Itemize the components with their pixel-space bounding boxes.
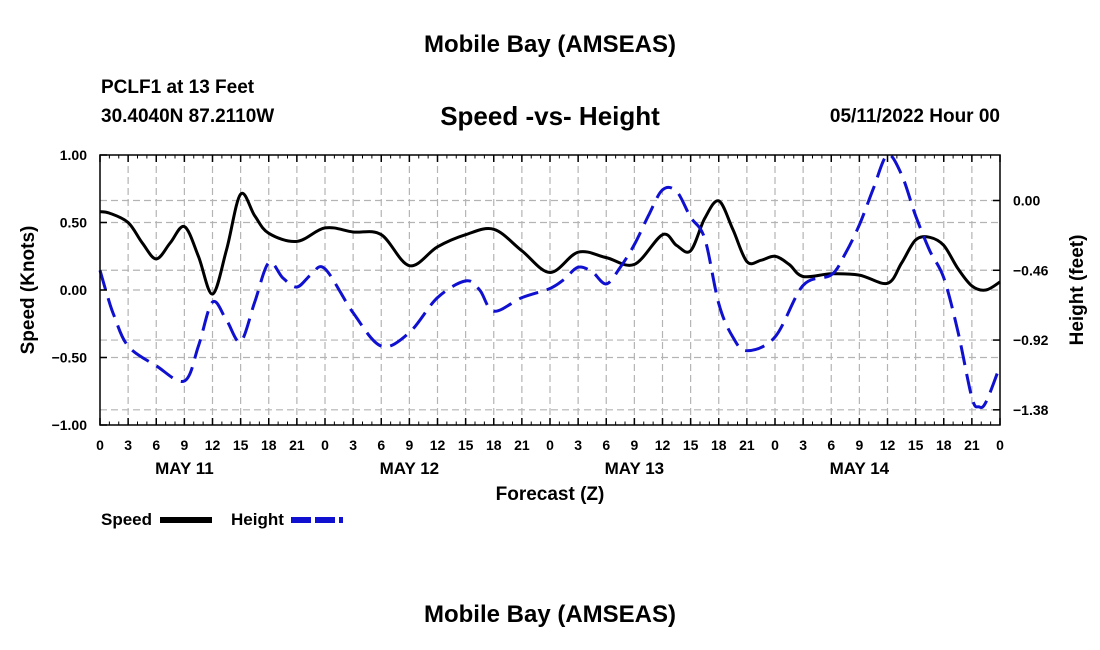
y-axis-title-right: Height (feet) [1067, 235, 1088, 346]
chart-series [98, 153, 1002, 409]
x-tick-label: 0 [771, 437, 779, 453]
x-tick-label: 12 [655, 437, 671, 453]
x-tick-label: 15 [908, 437, 924, 453]
x-tick-label: 6 [152, 437, 160, 453]
x-tick-label: 12 [205, 437, 221, 453]
y-tick-label-left: −1.00 [52, 417, 88, 433]
x-tick-label: 0 [996, 437, 1004, 453]
x-tick-label: 21 [289, 437, 305, 453]
station-coordinates: 30.4040N 87.2110W [101, 106, 275, 127]
chart-legend: Speed Height [101, 510, 343, 529]
y-tick-label-right: −1.38 [1013, 402, 1049, 418]
y-tick-label-left: 0.50 [60, 215, 87, 231]
x-tick-label: 0 [546, 437, 554, 453]
forecast-datetime: 05/11/2022 Hour 00 [829, 106, 1000, 127]
x-tick-label: 21 [739, 437, 755, 453]
x-tick-label: 3 [574, 437, 582, 453]
y-axis-title-left: Speed (Knots) [18, 226, 39, 355]
legend-label-height: Height [231, 510, 284, 529]
chart-labels: 0 3 6 9 12 15 18 21 0 3 6 9 12 15 18 21 0 3 6 9 12 15 18 21 0 3 6 9… [18, 147, 1088, 505]
y-tick-label-left: −0.50 [52, 350, 88, 366]
x-tick-label: 12 [880, 437, 896, 453]
x-tick-label: 9 [855, 437, 863, 453]
x-tick-label: 6 [377, 437, 385, 453]
x-axis-title: Forecast (Z) [496, 484, 605, 505]
footer-title: Mobile Bay (AMSEAS) [423, 601, 677, 628]
date-label: MAY 12 [380, 459, 440, 478]
x-tick-label: 9 [405, 437, 413, 453]
x-tick-label: 15 [233, 437, 249, 453]
x-tick-label: 18 [936, 437, 952, 453]
x-tick-label: 21 [964, 437, 980, 453]
y-tick-label-left: 1.00 [60, 147, 87, 163]
x-tick-label: 15 [683, 437, 699, 453]
x-tick-label: 18 [486, 437, 502, 453]
chart-subtitle: Speed -vs- Height [440, 101, 660, 131]
x-tick-label: 18 [711, 437, 727, 453]
x-tick-label: 9 [630, 437, 638, 453]
speed-series-line [99, 191, 1001, 296]
y-tick-label-right: −0.92 [1013, 332, 1049, 348]
date-label: MAY 14 [830, 459, 890, 478]
x-tick-label: 3 [124, 437, 132, 453]
x-tick-label: 0 [321, 437, 329, 453]
chart-ticks [99, 154, 1001, 426]
x-tick-label: 21 [514, 437, 530, 453]
x-tick-label: 9 [180, 437, 188, 453]
y-tick-label-right: −0.46 [1013, 262, 1049, 278]
legend-label-speed: Speed [101, 510, 152, 529]
y-tick-label-left: 0.00 [60, 282, 87, 298]
y-tick-label-right: 0.00 [1013, 193, 1040, 209]
x-tick-label: 18 [261, 437, 277, 453]
x-tick-label: 3 [799, 437, 807, 453]
station-label: PCLF1 at 13 Feet [101, 77, 255, 98]
x-tick-label: 12 [430, 437, 446, 453]
x-tick-label: 0 [96, 437, 104, 453]
x-tick-label: 6 [827, 437, 835, 453]
x-tick-label: 6 [602, 437, 610, 453]
date-label: MAY 11 [155, 459, 214, 478]
x-tick-label: 3 [349, 437, 357, 453]
date-label: MAY 13 [605, 459, 665, 478]
page-title: Mobile Bay (AMSEAS) [423, 31, 677, 58]
x-tick-label: 15 [458, 437, 474, 453]
